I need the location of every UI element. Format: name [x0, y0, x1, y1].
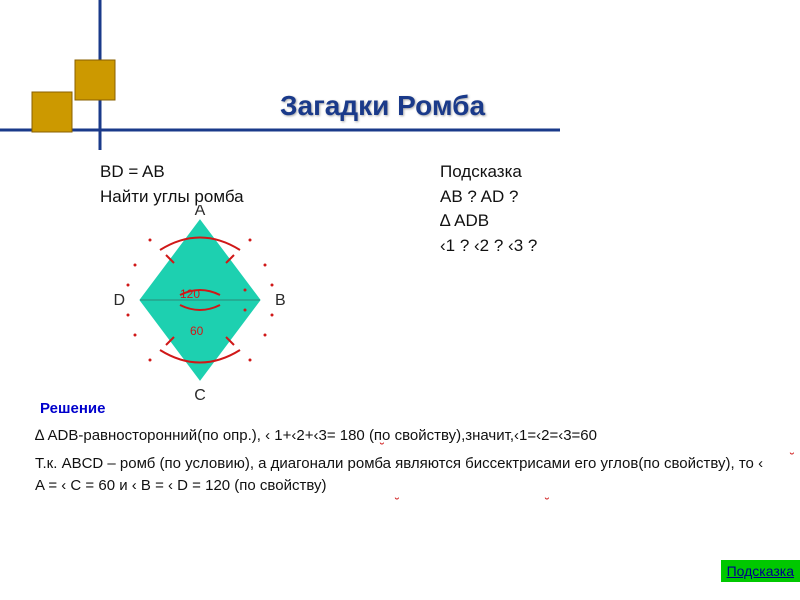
page-title: Загадки Ромба	[280, 90, 485, 122]
hint-line-3: ∆ ADB	[440, 209, 537, 234]
right-column: Подсказка AB ? AD ? ∆ ADB ‹1 ? ‹2 ? ‹3 ?	[440, 160, 537, 259]
given-line-1: BD = AB	[100, 160, 244, 185]
header-decoration	[0, 0, 800, 150]
solution-p1: ∆ ADB-равносторонний(по опр.), ‹ 1+‹2+‹3…	[35, 425, 775, 447]
stray-mark-3: ˘	[545, 495, 549, 510]
label-b: B	[275, 292, 286, 309]
hint-line-2: AB ? AD ?	[440, 185, 537, 210]
stray-mark-2: ˘	[395, 495, 399, 510]
solution-heading: Решение	[40, 400, 105, 417]
angle-120: 120	[180, 287, 200, 301]
hint-heading: Подсказка	[440, 160, 537, 185]
label-d: D	[113, 292, 125, 309]
hint-button[interactable]: Подсказка	[721, 560, 800, 582]
solution-p2: Т.к. ABCD – ромб (по условию), а диагона…	[35, 453, 775, 497]
label-a: A	[195, 205, 206, 219]
angle-60: 60	[190, 324, 204, 338]
hint-line-4: ‹1 ? ‹2 ? ‹3 ?	[440, 234, 537, 259]
left-column: BD = AB Найти углы ромба	[100, 160, 244, 209]
label-c: C	[194, 387, 206, 404]
stray-mark-1: ˘	[380, 440, 384, 455]
stray-mark-4: ˘	[790, 450, 794, 465]
solution-body: ∆ ADB-равносторонний(по опр.), ‹ 1+‹2+‹3…	[35, 425, 775, 496]
rhombus-diagram: A B C D 120 60	[100, 205, 300, 405]
